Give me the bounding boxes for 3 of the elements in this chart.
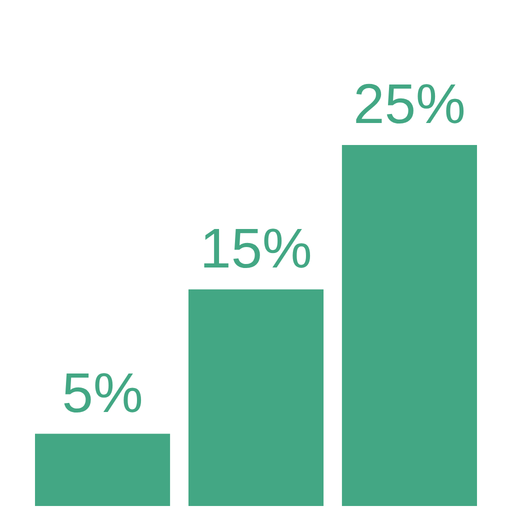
data-label: 25% [353, 72, 466, 135]
data-label: 15% [200, 216, 312, 280]
data-label: 5% [62, 360, 143, 424]
